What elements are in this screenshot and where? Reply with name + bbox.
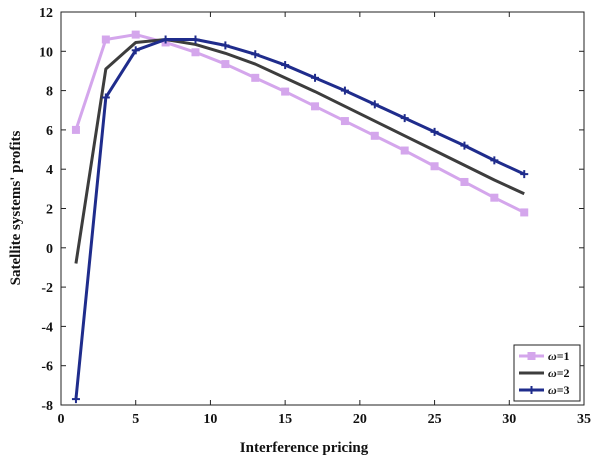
x-tick-label: 15 <box>278 412 292 427</box>
series-3 <box>71 35 529 404</box>
legend-label-value: =2 <box>557 366 570 380</box>
series-1-point <box>71 125 80 134</box>
y-axis-label: Satellite systems' profits <box>8 130 24 285</box>
axis-ticks: 0 5 10 15 20 25 30 35 -8 -6 -4 -2 0 2 4 6 8 10 12 <box>39 6 591 427</box>
series-3-point <box>490 156 499 165</box>
series-1-point <box>131 30 140 39</box>
series-3-point <box>520 170 529 179</box>
plot-area-border <box>60 11 585 406</box>
series-3-point <box>191 35 200 44</box>
series-2-line <box>74 38 525 264</box>
series-1-line <box>74 33 525 214</box>
series-2 <box>74 38 525 264</box>
series-3-point <box>460 141 469 150</box>
legend-marker <box>527 386 536 394</box>
x-tick-label: 0 <box>58 412 65 427</box>
x-tick-label: 25 <box>428 412 442 427</box>
legend-item-1: ω=1 <box>519 349 570 363</box>
legend-label: ω=3 <box>548 383 570 397</box>
x-tick-label: 30 <box>502 412 516 427</box>
legend-label-symbol: ω <box>548 383 557 397</box>
legend-item-3: ω=3 <box>519 383 570 397</box>
series-3-point <box>161 35 170 44</box>
y-tick-label: 4 <box>46 163 53 178</box>
series-1 <box>71 30 529 217</box>
series-1-point <box>101 35 110 44</box>
x-tick-label: 35 <box>577 412 591 427</box>
y-tick-label: 0 <box>46 242 53 257</box>
series-1-point <box>490 193 499 202</box>
series-3-point <box>400 114 409 123</box>
series-3-line <box>74 38 525 400</box>
series-1-point <box>460 177 469 186</box>
y-tick-label: 10 <box>39 45 53 60</box>
series-1-point <box>340 117 349 126</box>
legend-label-value: =1 <box>557 349 570 363</box>
y-tick-label: 2 <box>46 203 53 218</box>
legend-label-symbol: ω <box>548 349 557 363</box>
plot-frame <box>60 11 585 406</box>
series-1-point <box>281 87 290 96</box>
x-tick-label: 20 <box>353 412 367 427</box>
legend-label: ω=1 <box>548 349 570 363</box>
series-1-point <box>221 60 230 69</box>
y-tick-label: -8 <box>41 399 53 414</box>
y-tick-label: -2 <box>41 281 53 296</box>
y-tick-label: -6 <box>41 360 53 375</box>
series-1-point <box>400 146 409 155</box>
legend-label-value: =3 <box>557 383 570 397</box>
series-1-point <box>370 131 379 140</box>
x-axis-label: Interference pricing <box>240 440 369 456</box>
legend-label: ω=2 <box>548 366 570 380</box>
legend-item-2: ω=2 <box>519 366 570 380</box>
y-tick-label: 12 <box>39 6 53 21</box>
series-3-point <box>221 41 230 50</box>
series-1-point <box>311 102 320 111</box>
series-3-point <box>101 93 110 102</box>
series-3-point <box>311 73 320 82</box>
series-3-point <box>131 46 140 55</box>
series-3-point <box>340 86 349 95</box>
y-tick-label: 8 <box>46 85 53 100</box>
series-1-point <box>520 208 529 217</box>
y-tick-label: 6 <box>46 124 53 139</box>
series-3-point <box>71 395 80 404</box>
series-1-point <box>430 162 439 171</box>
series-1-point <box>191 48 200 57</box>
series-3-point <box>370 100 379 109</box>
series-1-point <box>251 73 260 82</box>
x-tick-label: 10 <box>203 412 217 427</box>
legend-label-symbol: ω <box>548 366 557 380</box>
x-tick-label: 5 <box>132 412 139 427</box>
legend: ω=1ω=2ω=3 <box>513 344 581 402</box>
legend-marker <box>527 352 536 360</box>
y-tick-label: -4 <box>41 320 53 335</box>
series-3-point <box>251 50 260 59</box>
series-3-point <box>430 127 439 136</box>
series-3-point <box>281 61 290 70</box>
series-lines <box>71 30 529 404</box>
